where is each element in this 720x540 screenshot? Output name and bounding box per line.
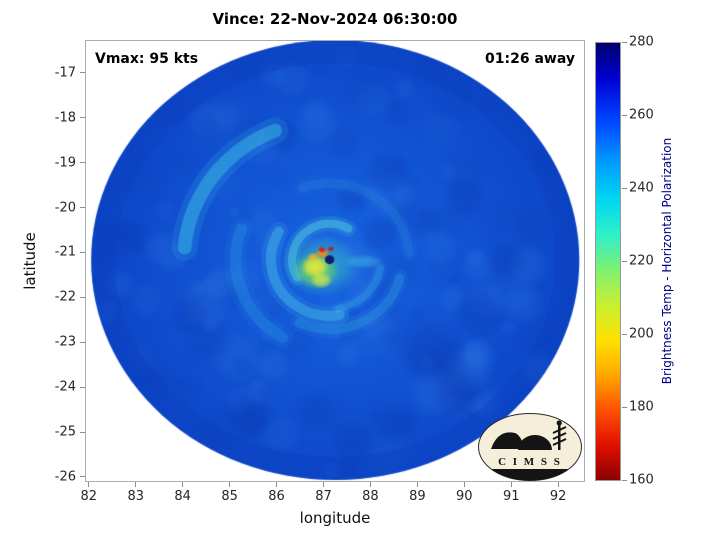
y-tick-label: -23	[54, 334, 76, 350]
y-tick-label: -17	[54, 65, 76, 81]
x-tick-label: 87	[315, 489, 332, 504]
colorbar-tick-label: 200	[629, 326, 654, 342]
colorbar-tick-mark	[622, 41, 627, 43]
x-tick-label: 91	[502, 489, 520, 504]
x-tick-mark	[369, 482, 371, 487]
x-tick-label: 89	[409, 489, 426, 504]
y-tick-mark	[80, 117, 85, 119]
y-tick-label: -21	[54, 244, 76, 260]
vmax-annotation: Vmax: 95 kts	[95, 51, 199, 67]
x-tick-mark	[182, 482, 184, 487]
y-tick-mark	[80, 431, 85, 433]
colorbar-tick-mark	[622, 406, 627, 408]
y-tick-mark	[80, 162, 85, 164]
x-tick-label: 83	[127, 489, 145, 504]
x-tick-mark	[463, 482, 465, 487]
x-tick-mark	[416, 482, 418, 487]
x-tick-label: 92	[549, 489, 567, 504]
y-tick-label: -19	[54, 155, 76, 171]
x-tick-mark	[135, 482, 137, 487]
colorbar-tick-mark	[622, 479, 627, 481]
y-tick-mark	[80, 341, 85, 343]
y-tick-mark	[80, 296, 85, 298]
x-tick-mark	[323, 482, 324, 487]
antenna-tower-icon	[558, 425, 561, 450]
x-tick-mark	[229, 482, 231, 487]
colorbar-tick-label: 180	[629, 399, 654, 415]
x-tick-mark	[88, 482, 90, 487]
colorbar-tick-label: 240	[629, 180, 654, 196]
x-axis-label: longitude	[299, 509, 371, 527]
x-tick-label: 82	[80, 489, 98, 504]
y-axis-label: latitude	[21, 232, 39, 290]
x-tick-mark	[510, 482, 512, 487]
y-tick-mark	[80, 476, 85, 478]
cimss-logo: C I M S S	[478, 413, 582, 481]
colorbar-tick-mark	[622, 333, 627, 335]
y-tick-mark	[80, 72, 85, 74]
logo-bottom-bar	[478, 469, 582, 481]
colorbar-tick-label: 160	[629, 472, 654, 488]
plot-area: Vmax: 95 kts 01:26 away C I M S S	[85, 40, 585, 482]
colorbar-tick-mark	[622, 187, 627, 189]
antenna-top-icon	[556, 420, 562, 426]
colorbar-tick-mark	[622, 260, 627, 262]
colorbar-tick-label: 220	[629, 253, 654, 269]
antenna-braces-icon	[552, 426, 567, 446]
y-tick-label: -20	[54, 200, 76, 216]
storm-image	[86, 41, 584, 481]
radome-dome-icon	[518, 435, 552, 450]
x-tick-mark	[276, 482, 278, 487]
x-tick-mark	[557, 482, 559, 487]
colorbar-tick-label: 280	[629, 34, 654, 50]
y-tick-mark	[80, 386, 85, 388]
y-tick-mark	[80, 207, 85, 209]
logo-text: C I M S S	[498, 456, 562, 468]
colorbar-tick-label: 260	[629, 107, 654, 123]
y-tick-label: -25	[54, 424, 76, 440]
x-tick-label: 88	[362, 489, 379, 504]
x-tick-label: 85	[221, 489, 238, 504]
x-tick-label: 86	[268, 489, 285, 504]
colorbar-label: Brightness Temp - Horizontal Polarizatio…	[660, 137, 674, 385]
y-tick-mark	[80, 251, 85, 253]
y-tick-label: -26	[54, 469, 76, 485]
chart-title: Vince: 22-Nov-2024 06:30:00	[212, 10, 458, 28]
eta-annotation: 01:26 away	[485, 51, 575, 67]
x-tick-label: 84	[174, 489, 191, 504]
y-tick-label: -24	[54, 379, 76, 395]
satellite-dish-icon	[491, 432, 524, 449]
colorbar-tick-mark	[622, 114, 627, 116]
y-tick-label: -18	[54, 110, 76, 126]
colorbar	[595, 42, 621, 481]
x-tick-label: 90	[456, 489, 473, 504]
y-tick-label: -22	[54, 289, 76, 305]
